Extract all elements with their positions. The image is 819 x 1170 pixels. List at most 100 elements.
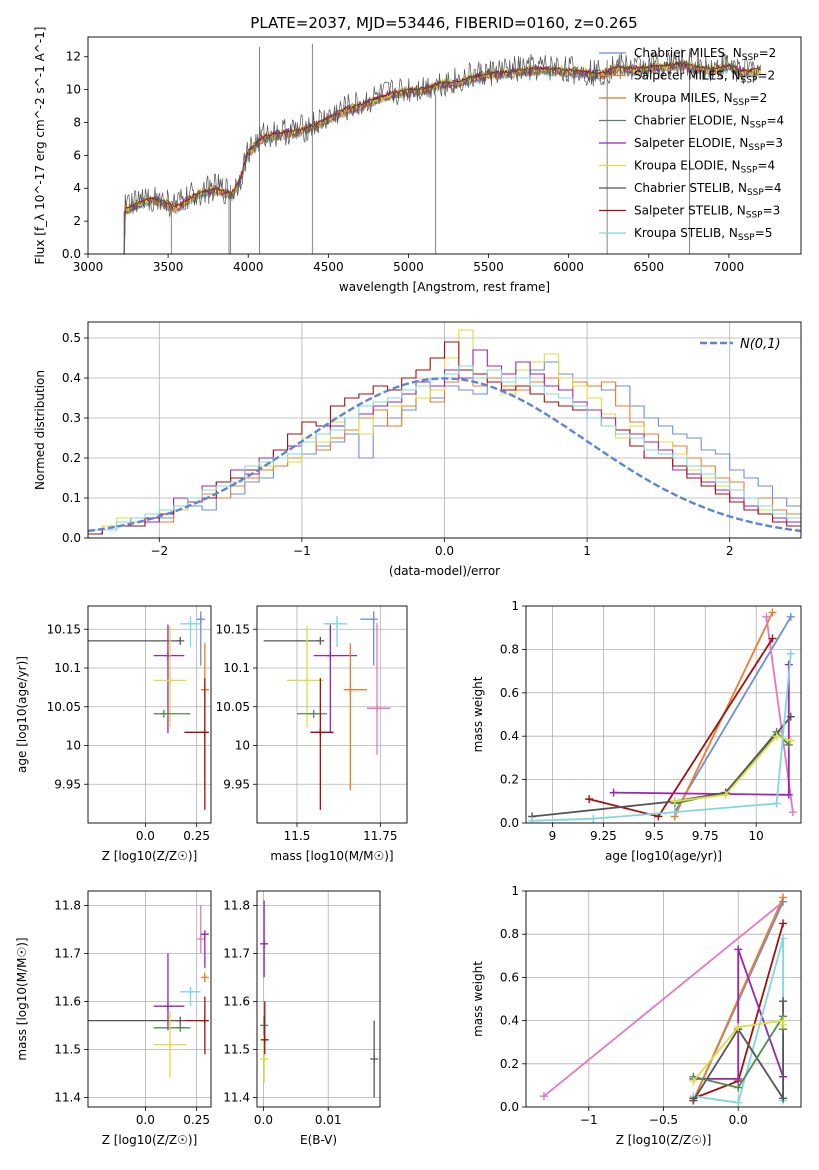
y-tick-label: 10.15 — [216, 622, 250, 636]
y-axis-label: mass [log10(M/M☉)] — [15, 937, 29, 1060]
series-line — [693, 949, 784, 1080]
y-tick-label: 0.8 — [500, 927, 519, 941]
x-tick-label: 0.0 — [136, 1113, 155, 1127]
series-marker — [734, 1074, 743, 1083]
data-point — [200, 930, 209, 939]
x-tick-label: −2 — [150, 544, 168, 558]
histogram-step — [88, 365, 801, 531]
y-axis-label: Normed distribution — [33, 370, 47, 490]
series-line — [532, 653, 792, 822]
data-point — [186, 987, 195, 996]
data-point — [326, 651, 335, 660]
normal-curve — [88, 377, 801, 533]
plot-area — [123, 43, 762, 254]
legend-entry-subscript: SSP — [733, 98, 750, 108]
axes-frame — [256, 890, 381, 1108]
legend-entry-subscript: SSP — [750, 121, 767, 131]
plot-area — [88, 891, 211, 1107]
data-point — [370, 1055, 379, 1063]
legend-entry-subscript: SSP — [747, 188, 764, 198]
data-point — [200, 973, 209, 982]
y-tick-label: 0.5 — [62, 331, 81, 345]
legend-entry-name: Kroupa STELIB, N — [634, 226, 738, 240]
y-tick-label: 0.0 — [500, 816, 519, 830]
data-point — [176, 1016, 185, 1025]
histogram-step — [88, 349, 801, 535]
x-tick-label: 0.25 — [183, 1113, 210, 1127]
x-tick-label: 9 — [549, 829, 557, 843]
legend-entry-name: Chabrier ELODIE, N — [634, 114, 750, 128]
y-axis-label: age [log10(age/yr)] — [15, 656, 29, 773]
data-point — [176, 1023, 185, 1032]
mass-vs-ebv-panel: 0.0 0.01 11.4 11.5 11.6 11.7 11.8 E(B-V) — [223, 890, 381, 1147]
data-point — [186, 619, 195, 628]
legend-entry-count: =5 — [755, 226, 773, 240]
x-tick-label: 9.75 — [692, 829, 719, 843]
y-tick-label: 10.15 — [47, 622, 81, 636]
x-tick-label: 6500 — [634, 260, 665, 274]
y-tick-label: 11.8 — [223, 898, 250, 912]
series-marker — [589, 814, 598, 823]
x-tick-label: 0.0 — [136, 829, 155, 843]
data-point — [200, 728, 209, 737]
y-tick-label: 11.7 — [54, 946, 81, 960]
x-tick-label: 3500 — [153, 260, 184, 274]
y-tick-label: 0.4 — [500, 729, 519, 743]
data-point — [196, 935, 205, 943]
x-axis-label: wavelength [Angstrom, rest frame] — [339, 280, 550, 294]
series-marker — [784, 740, 793, 749]
data-point — [303, 676, 311, 685]
legend-entry-name: Kroupa ELODIE, N — [634, 159, 741, 173]
normal-legend-label: N(0,1) — [740, 337, 781, 352]
x-tick-label: 1 — [583, 544, 591, 558]
y-tick-label: 8 — [73, 115, 81, 129]
series-marker — [689, 1096, 698, 1105]
residual-histogram-panel: −2 −1 0.0 1 2 0.0 0.1 0.2 0.3 0.4 0.5 (data-model)/… — [33, 321, 802, 578]
data-point — [196, 615, 205, 624]
spectrum-panel: 3000 3500 4000 4500 5000 5500 6000 6500 7000 0.0 2… — [33, 27, 802, 294]
series-line — [543, 901, 784, 1097]
x-axis-label: age [log10(age/yr)] — [605, 849, 722, 863]
y-tick-label: 0.2 — [500, 1057, 519, 1071]
data-point — [309, 709, 318, 718]
series-marker — [786, 736, 795, 745]
x-tick-label: 6000 — [553, 260, 584, 274]
y-tick-label: 11.4 — [223, 1090, 250, 1104]
legend-entry-count: =2 — [750, 91, 768, 105]
series-marker — [779, 997, 788, 1006]
series-marker — [786, 712, 795, 721]
y-tick-label: 0.6 — [500, 686, 519, 700]
x-tick-label: 7000 — [714, 260, 745, 274]
legend-entry-count: =4 — [766, 114, 784, 128]
x-axis-label: Z [log10(Z/Z☉)] — [102, 1133, 198, 1147]
y-tick-label: 9.95 — [54, 777, 81, 791]
data-point — [316, 728, 325, 737]
plot-area — [88, 322, 801, 538]
x-tick-label: 5500 — [473, 260, 504, 274]
data-point — [346, 685, 355, 694]
data-point — [176, 636, 185, 645]
mass-vs-metallicity-panel: 0.0 0.25 11.4 11.5 11.6 11.7 11.8 Z [log10(Z/Z☉… — [15, 890, 212, 1147]
y-tick-label: 0.2 — [62, 451, 81, 465]
plot-area — [257, 891, 380, 1107]
axes-frame — [256, 605, 408, 824]
histogram-step — [88, 341, 801, 535]
y-tick-label: 11.6 — [54, 994, 81, 1008]
y-tick-label: 11.5 — [54, 1042, 81, 1056]
series-marker — [779, 1094, 788, 1103]
series-marker — [734, 1023, 743, 1032]
x-tick-label: −1 — [293, 544, 311, 558]
series-line — [532, 716, 792, 818]
legend-entry-count: =4 — [764, 181, 782, 195]
legend-entry-name: Chabrier STELIB, N — [634, 181, 747, 195]
data-point — [159, 709, 168, 718]
data-point — [163, 651, 172, 660]
series-marker — [788, 808, 797, 817]
x-tick-label: 11.5 — [284, 829, 311, 843]
y-tick-label: 1 — [511, 599, 519, 613]
x-tick-label: −0.5 — [649, 1113, 678, 1127]
legend-entry: Salpeter STELIB, NSSP=3 — [634, 204, 780, 221]
legend-entry-subscript: SSP — [741, 76, 758, 86]
legend-entry-subscript: SSP — [742, 53, 759, 63]
